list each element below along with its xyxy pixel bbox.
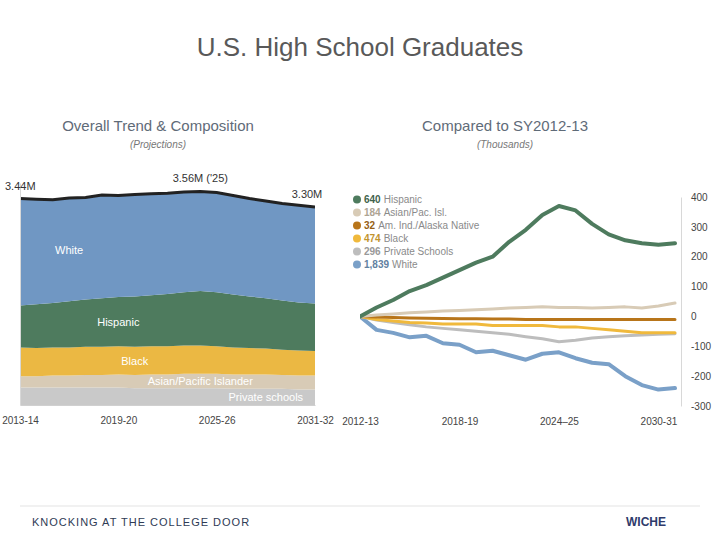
legend-baseline: 184: [364, 207, 381, 218]
area-band: [20, 388, 315, 405]
legend: 640Hispanic184Asian/Pac. Isl.32Am. Ind./…: [353, 194, 480, 270]
y-tick: 400: [681, 192, 708, 203]
x-tick: 2024–25: [540, 406, 579, 427]
legend-name: Am. Ind./Alaska Native: [378, 220, 480, 231]
x-tick: 2013-14: [2, 405, 39, 426]
y-axis-line: [681, 198, 682, 407]
y-tick-label: 300: [691, 222, 708, 233]
legend-name: Asian/Pac. Isl.: [384, 207, 447, 218]
annotation: 3.30M: [292, 188, 323, 200]
legend-baseline: 474: [364, 233, 381, 244]
legend-baseline: 296: [364, 246, 381, 257]
x-tick: 2018-19: [442, 406, 479, 427]
legend-entry: 184Asian/Pac. Isl.: [364, 207, 447, 218]
chart-subtitle: (Thousands): [477, 139, 533, 150]
series-line: [360, 316, 675, 332]
chart-title: Compared to SY2012-13: [422, 117, 588, 134]
series-label: Private schools: [229, 391, 304, 403]
plot-area: [20, 191, 315, 405]
plot-lines: [360, 206, 675, 390]
legend-swatch: [353, 261, 361, 269]
x-tick-label: 2013-14: [2, 415, 39, 426]
series-label: Black: [121, 355, 148, 367]
chart-subtitle: (Projections): [130, 139, 186, 150]
legend-swatch: [353, 248, 361, 256]
y-tick: -200: [681, 371, 711, 382]
y-tick-label: 400: [691, 192, 708, 203]
x-axis-line: [21, 405, 316, 406]
series-line: [360, 303, 675, 316]
footer-rule: [20, 506, 700, 507]
y-axis: -300 -200 -100 0 100 200 300 400: [681, 192, 711, 412]
legend-entry: 474Black: [364, 233, 409, 244]
y-tick-label: 200: [691, 251, 708, 262]
legend-swatch: [353, 235, 361, 243]
x-axis-line: [361, 406, 676, 407]
x-tick-label: 2019-20: [100, 415, 137, 426]
y-axis: [20, 184, 21, 406]
y-tick-label: -200: [691, 371, 711, 382]
area-band: [20, 346, 315, 377]
area-band: [20, 191, 315, 305]
y-tick-label: -100: [691, 341, 711, 352]
y-tick: -100: [681, 341, 711, 352]
legend-entry: 1,839White: [364, 259, 418, 270]
legend-swatch: [353, 209, 361, 217]
total-outline: [20, 191, 315, 207]
series-label: Hispanic: [97, 316, 140, 328]
legend-swatch: [353, 196, 361, 204]
footer-right: WICHE: [626, 515, 666, 529]
x-tick: 2012-13: [342, 406, 379, 427]
y-tick: -300: [681, 401, 711, 412]
x-axis: 2012-13 2018-19 2024–25 2030-31: [342, 406, 678, 427]
x-tick-label: 2012-13: [342, 416, 379, 427]
x-tick-label: 2031-32: [297, 415, 334, 426]
x-tick: 2030-31: [641, 406, 678, 427]
x-tick: 2031-32: [297, 405, 334, 426]
annotation: 3.44M: [5, 180, 36, 192]
y-tick: 200: [681, 251, 708, 262]
footer-left: KNOCKING AT THE COLLEGE DOOR: [32, 516, 250, 528]
y-axis-line: [20, 184, 21, 406]
legend-swatch: [353, 222, 361, 230]
series-line: [360, 316, 675, 319]
area-band: [20, 374, 315, 390]
x-tick-label: 2018-19: [442, 416, 479, 427]
legend-baseline: 640: [364, 194, 381, 205]
series-line: [360, 206, 675, 316]
legend-baseline: 1,839: [364, 259, 389, 270]
annotation: 3.56M ('25): [173, 172, 228, 184]
x-tick-label: 2025-26: [199, 415, 236, 426]
legend-name: Private Schools: [384, 246, 453, 257]
y-tick: 100: [681, 281, 708, 292]
legend-name: White: [392, 259, 418, 270]
x-tick: 2025-26: [199, 405, 236, 426]
legend-entry: 640Hispanic: [364, 194, 422, 205]
series-label: White: [55, 244, 83, 256]
y-tick-label: 100: [691, 281, 708, 292]
legend-baseline: 32: [364, 220, 376, 231]
x-tick: 2019-20: [100, 405, 137, 426]
series-label: Asian/Pacific Islander: [148, 375, 253, 387]
x-axis: 2013-14 2019-20 2025-26 2031-32: [2, 405, 334, 426]
y-tick: 300: [681, 222, 708, 233]
chart-root: U.S. High School Graduates KNOCKING AT TH…: [0, 0, 720, 540]
series-line: [360, 316, 675, 341]
y-tick-label: 0: [691, 311, 697, 322]
chart-title: Overall Trend & Composition: [62, 117, 254, 134]
slide: U.S. High School Graduates KNOCKING AT TH…: [0, 0, 720, 540]
legend-name: Black: [384, 233, 409, 244]
series-line: [360, 316, 675, 389]
x-tick-label: 2030-31: [641, 416, 678, 427]
legend-name: Hispanic: [384, 194, 422, 205]
y-tick: 0: [681, 311, 697, 322]
page-title: U.S. High School Graduates: [197, 32, 524, 62]
legend-entry: 32Am. Ind./Alaska Native: [364, 220, 480, 231]
x-tick-label: 2024–25: [540, 416, 579, 427]
legend-entry: 296Private Schools: [364, 246, 453, 257]
y-tick-label: -300: [691, 401, 711, 412]
